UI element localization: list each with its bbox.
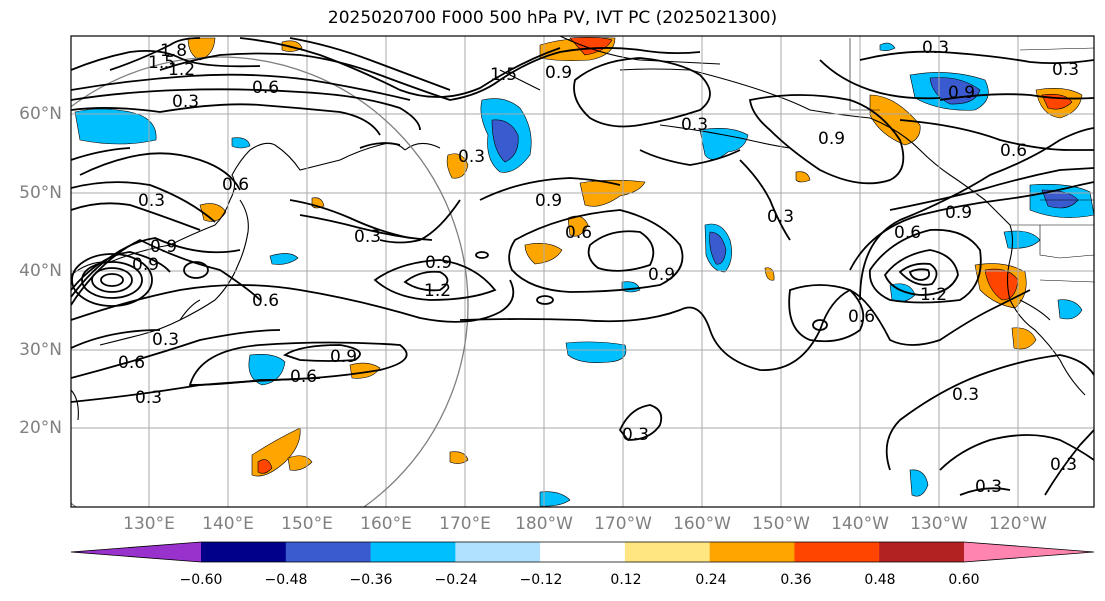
contour-label: 0.6: [118, 353, 145, 373]
pv-contours: [71, 37, 1094, 496]
lon-label: 170°E: [439, 514, 491, 534]
colorbar-segment: [879, 542, 965, 562]
lon-label: 140°W: [831, 514, 889, 534]
contour-label: 0.6: [252, 78, 279, 98]
map-title: 2025020700 F000 500 hPa PV, IVT PC (2025…: [327, 8, 778, 28]
lon-label: 130°W: [910, 514, 968, 534]
colorbar-tick: 0.12: [610, 572, 642, 588]
lon-label: 150°W: [752, 514, 810, 534]
contour-label: 0.9: [132, 255, 159, 275]
contour-label: 0.9: [545, 63, 572, 83]
colorbar-segment: [709, 542, 795, 562]
contour-label: 0.3: [767, 207, 794, 227]
contour-label: 0.3: [135, 388, 162, 408]
contour-labels: 1.8 1.5 1.2 0.6 0.3 0.3 0.6 0.9 0.3 0.9 …: [118, 38, 1079, 497]
lon-label: 150°E: [281, 514, 333, 534]
colorbar-extend-high: [964, 542, 1094, 562]
contour-label: 1.5: [490, 65, 517, 85]
lon-label: 140°E: [202, 514, 254, 534]
contour-label: 0.6: [848, 307, 875, 327]
gridlines: [71, 36, 1094, 507]
colorbar-tick: −0.36: [349, 572, 393, 588]
lat-label: 50°N: [19, 183, 62, 203]
lon-label: 160°E: [360, 514, 412, 534]
colorbar-segment: [201, 542, 287, 562]
lon-label: 130°E: [123, 514, 175, 534]
contour-label: 0.3: [1050, 455, 1077, 475]
contour-label: 0.9: [535, 191, 562, 211]
map-frame: [70, 35, 1095, 508]
colorbar-segment: [624, 542, 711, 562]
contour-label: 0.9: [330, 347, 357, 367]
colorbar-tick: −0.12: [519, 572, 563, 588]
contour-label: 0.3: [922, 38, 949, 58]
contour-label: 0.6: [222, 175, 249, 195]
colorbar: [70, 541, 1095, 563]
coastlines: [71, 36, 1086, 421]
contour-label: 0.3: [152, 330, 179, 350]
colorbar-segment: [455, 542, 541, 562]
contour-label: 0.6: [1000, 141, 1027, 161]
lon-label: 170°W: [594, 514, 652, 534]
contour-label: 0.3: [138, 191, 165, 211]
lon-label: 120°W: [989, 514, 1047, 534]
contour-label: 0.9: [648, 265, 675, 285]
borders: [849, 38, 1094, 283]
contour-label: 1.2: [424, 281, 451, 301]
contour-label: 0.3: [952, 385, 979, 405]
contour-label: 1.5: [148, 53, 175, 73]
contour-label: 0.9: [945, 203, 972, 223]
contour-label: 0.9: [150, 237, 177, 257]
contour-label: 0.3: [172, 92, 199, 112]
lat-label: 30°N: [19, 340, 62, 360]
lon-label: 180°W: [515, 514, 573, 534]
colorbar-tick: 0.60: [948, 572, 980, 588]
lon-label: 160°W: [673, 514, 731, 534]
colorbar-outline: [70, 541, 1095, 563]
contour-label: 0.9: [818, 129, 845, 149]
shading-layer: [74, 37, 1094, 507]
colorbar-tick: −0.48: [264, 572, 308, 588]
colorbar-segment: [794, 542, 880, 562]
contour-label: 0.6: [894, 223, 921, 243]
contour-label: 0.6: [290, 367, 317, 387]
colorbar-tick: −0.60: [179, 572, 223, 588]
contour-label: 1.8: [160, 41, 187, 61]
colorbar-segment: [285, 542, 372, 562]
contour-label: 0.9: [948, 83, 975, 103]
contour-label: 0.3: [975, 477, 1002, 497]
contour-label: 0.6: [565, 223, 592, 243]
contour-label: 0.3: [354, 227, 381, 247]
lat-label: 20°N: [19, 418, 62, 438]
colorbar-tick: −0.24: [434, 572, 478, 588]
contour-label: 0.3: [622, 425, 649, 445]
contour-label: 1.2: [168, 60, 195, 80]
contour-label: 0.6: [252, 291, 279, 311]
contour-label: 0.3: [458, 147, 485, 167]
colorbar-tick: 0.36: [780, 572, 812, 588]
colorbar-segment: [540, 542, 626, 562]
contour-label: 0.3: [1052, 60, 1079, 80]
contour-label: 1.2: [920, 285, 947, 305]
lat-label: 60°N: [19, 104, 62, 124]
lat-label: 40°N: [19, 261, 62, 281]
contour-label: 0.3: [681, 115, 708, 135]
colorbar-extend-low: [71, 542, 201, 562]
contour-label: 0.9: [425, 253, 452, 273]
colorbar-tick: 0.48: [864, 572, 896, 588]
colorbar-tick: 0.24: [695, 572, 727, 588]
reference-circle: [71, 56, 469, 507]
colorbar-segment: [370, 542, 456, 562]
